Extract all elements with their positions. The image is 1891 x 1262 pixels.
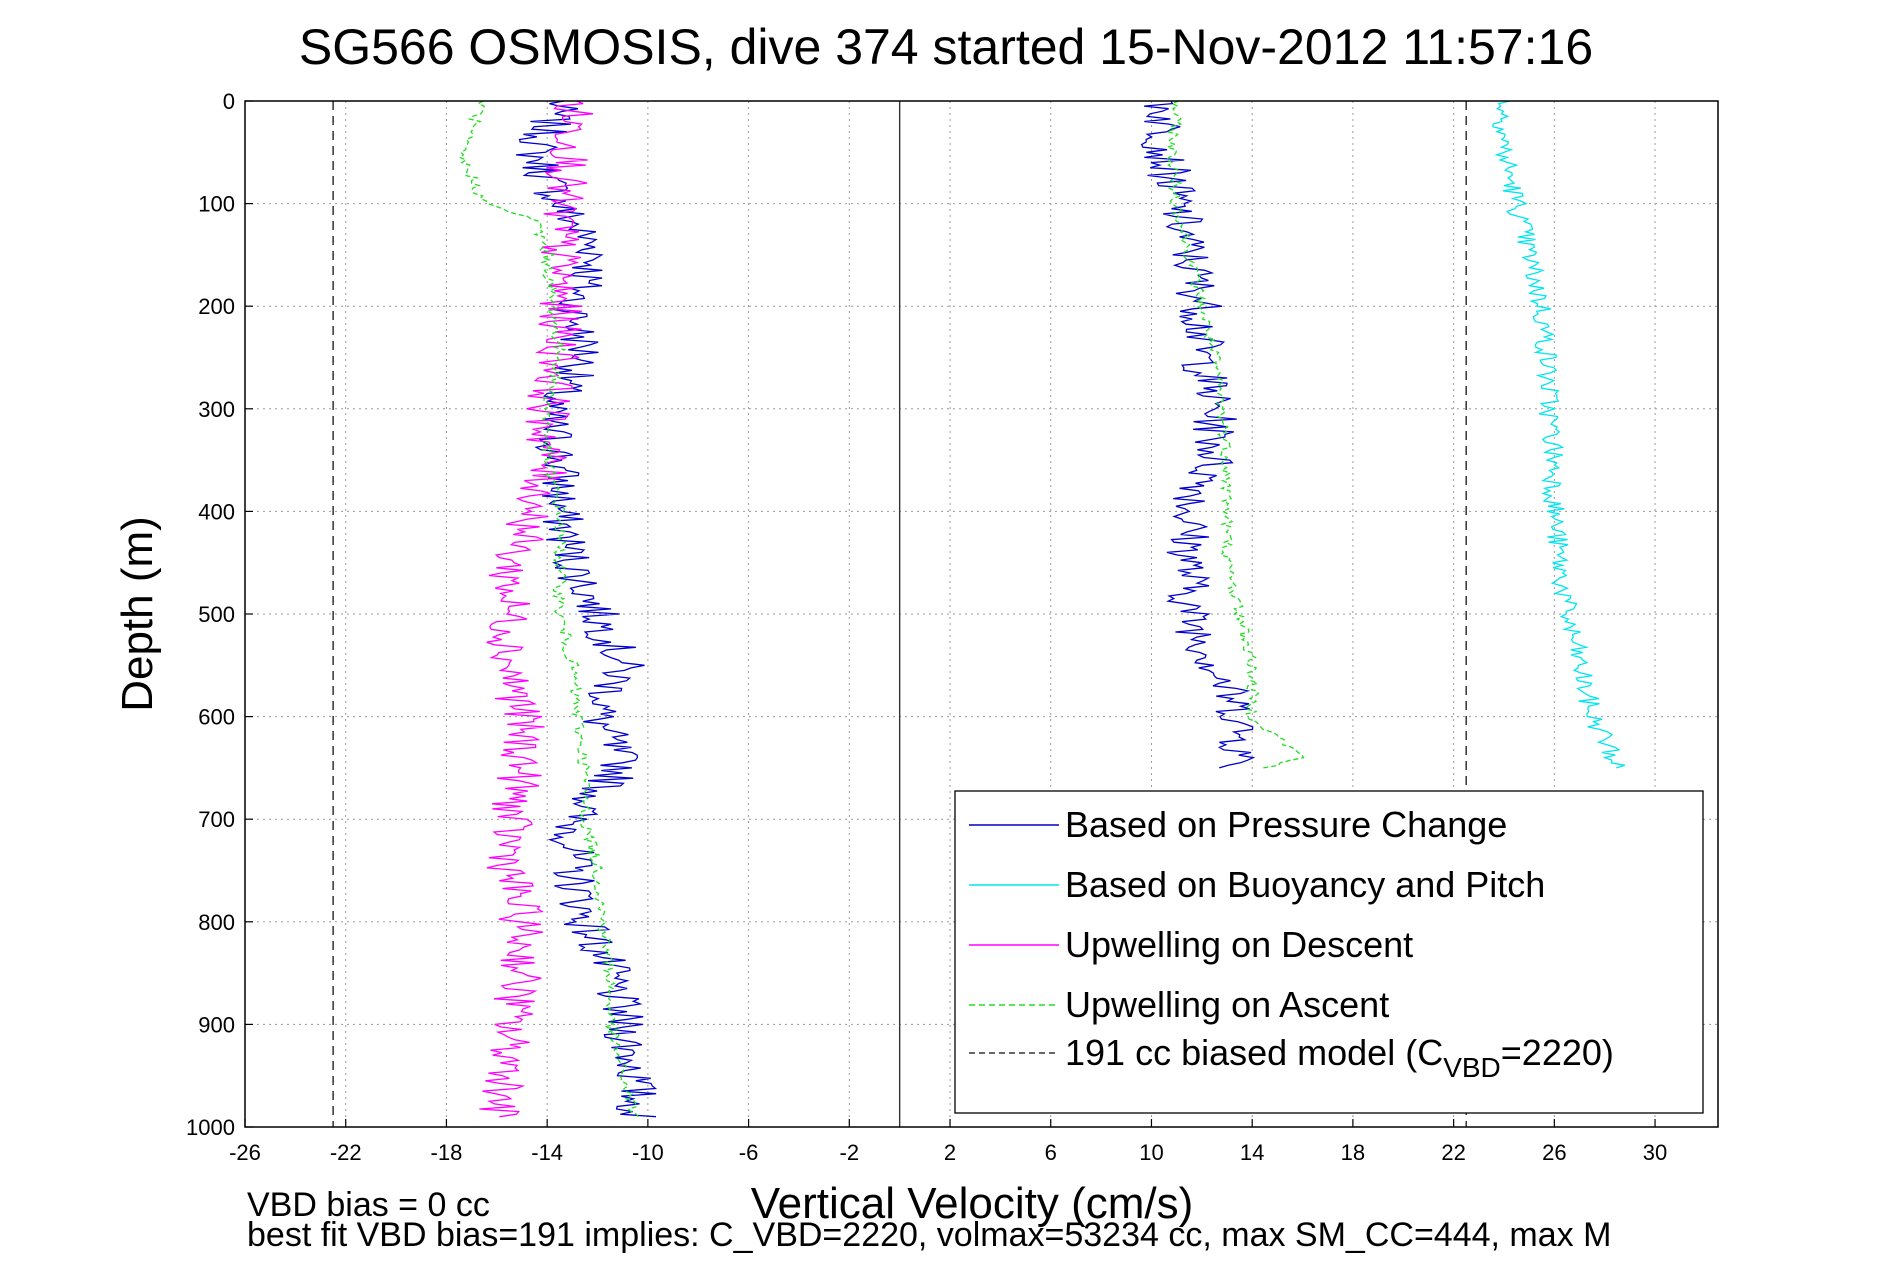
series-line-upwelling-on-ascent-ascent — [1164, 100, 1305, 769]
y-tick-label: 400 — [198, 499, 235, 524]
legend-label: Upwelling on Ascent — [1065, 984, 1389, 1025]
legend-label: Based on Buoyancy and Pitch — [1065, 864, 1545, 905]
x-tick-label: -10 — [632, 1140, 664, 1165]
y-tick-label: 0 — [223, 89, 235, 114]
x-tick-label: 18 — [1341, 1140, 1365, 1165]
x-tick-label: -18 — [431, 1140, 463, 1165]
y-tick-label: 1000 — [186, 1115, 235, 1140]
legend-box — [954, 790, 1704, 1114]
legend-label: Based on Pressure Change — [1065, 804, 1507, 845]
x-tick-label: 14 — [1240, 1140, 1264, 1165]
legend: Based on Pressure Change Based on Buoyanc… — [954, 790, 1704, 1114]
series-line-upwelling-on-ascent-descent — [458, 100, 639, 1118]
x-tick-label: 6 — [1045, 1140, 1057, 1165]
x-tick-label: -2 — [840, 1140, 860, 1165]
series-line-upwelling-on-descent-descent — [479, 100, 594, 1118]
y-tick-label: 800 — [198, 910, 235, 935]
plot-area — [332, 100, 1625, 1127]
x-tick-label: -22 — [330, 1140, 362, 1165]
y-tick-label: 100 — [198, 192, 235, 217]
series-line-based-on-pressure-change-descent — [515, 100, 658, 1118]
series-line-based-on-buoyancy-and-pitch-ascent — [1492, 100, 1625, 769]
x-tick-label: -14 — [531, 1140, 563, 1165]
x-axis-label: Vertical Velocity (cm/s) — [751, 1179, 1194, 1228]
y-tick-label: 900 — [198, 1012, 235, 1037]
legend-label: 191 cc biased model (CVBD=2220) — [1065, 1032, 1614, 1083]
y-axis-label: Depth (m) — [113, 516, 162, 712]
y-tick-label: 500 — [198, 602, 235, 627]
best-fit-note: best fit VBD bias=191 implies: C_VBD=222… — [247, 1216, 1611, 1254]
vbd-bias-note: VBD bias = 0 cc — [247, 1186, 490, 1224]
x-tick-label: -6 — [739, 1140, 759, 1165]
y-tick-label: 600 — [198, 705, 235, 730]
axis-ticks: -26 -22 -18 -14 -10 -6 -2 2 6 10 14 18 22 26 300100200… — [186, 89, 1667, 1165]
y-tick-label: 700 — [198, 807, 235, 832]
x-tick-label: 2 — [944, 1140, 956, 1165]
x-tick-label: 22 — [1441, 1140, 1465, 1165]
x-tick-label: 10 — [1139, 1140, 1163, 1165]
y-tick-label: 300 — [198, 397, 235, 422]
legend-label: Upwelling on Descent — [1065, 924, 1413, 965]
x-tick-label: 26 — [1542, 1140, 1566, 1165]
series-line-based-on-pressure-change-ascent — [1140, 100, 1256, 769]
y-tick-label: 200 — [198, 294, 235, 319]
x-tick-label: 30 — [1643, 1140, 1667, 1165]
chart-title: SG566 OSMOSIS, dive 374 started 15-Nov-2… — [299, 19, 1593, 75]
x-tick-label: -26 — [229, 1140, 261, 1165]
